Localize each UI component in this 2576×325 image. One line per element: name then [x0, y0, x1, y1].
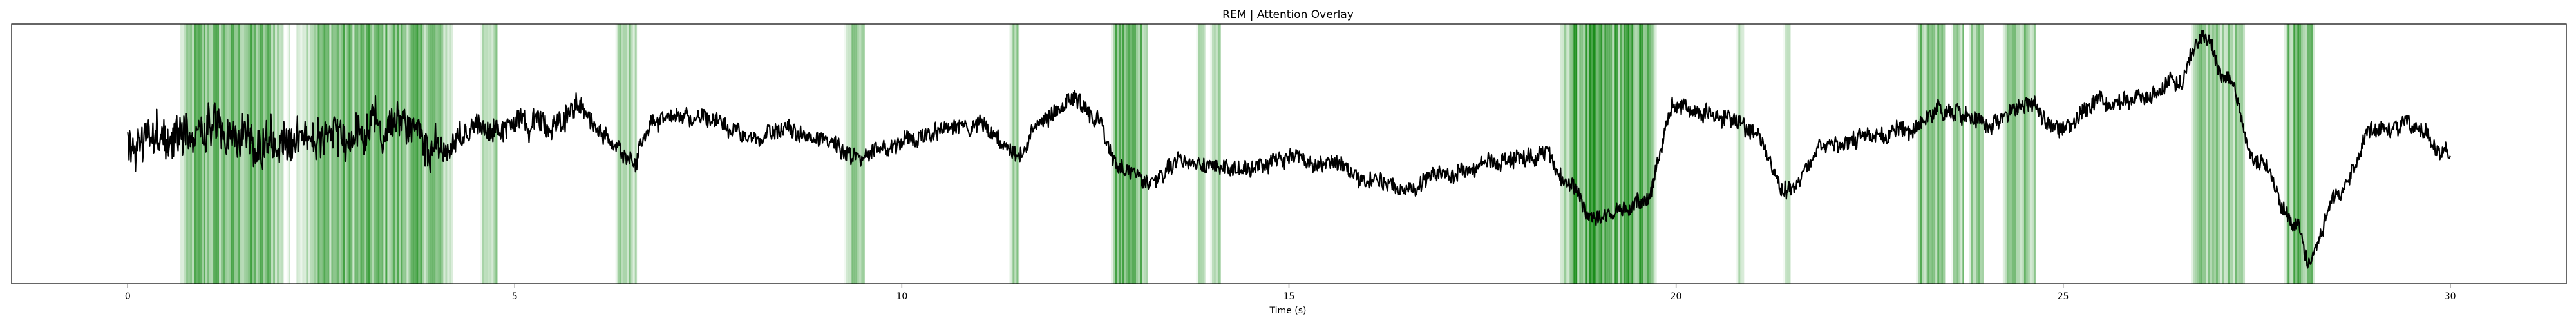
- attention-region: [1916, 24, 1946, 284]
- attention-region: [2191, 24, 2245, 284]
- attention-region: [1196, 24, 1205, 284]
- attention-region: [1210, 24, 1221, 284]
- attention-region: [2284, 24, 2315, 284]
- x-tick-label: 15: [1283, 291, 1295, 302]
- attention-region: [2003, 24, 2036, 284]
- x-tick-label: 0: [125, 291, 131, 302]
- attention-overlay-layer: [180, 24, 2315, 284]
- attention-region: [1951, 24, 1964, 284]
- attention-region: [616, 24, 638, 284]
- chart-title: REM | Attention Overlay: [1222, 8, 1354, 21]
- signal-line: [128, 30, 2450, 268]
- x-tick-label: 25: [2058, 291, 2069, 302]
- attention-region: [1560, 24, 1656, 284]
- attention-region: [1783, 24, 1790, 284]
- x-tick-label: 10: [896, 291, 908, 302]
- x-tick-label: 20: [1671, 291, 1682, 302]
- attention-region: [1111, 24, 1148, 284]
- signal-line-layer: [128, 30, 2450, 268]
- attention-region: [480, 24, 498, 284]
- x-tick-label: 5: [512, 291, 518, 302]
- attention-region: [1969, 24, 1984, 284]
- attention-region: [1736, 24, 1744, 284]
- x-axis-label: Time (s): [1269, 306, 1307, 316]
- x-tick-label: 30: [2445, 291, 2456, 302]
- x-axis: 0 5 10 15 20 25 30: [125, 284, 2456, 302]
